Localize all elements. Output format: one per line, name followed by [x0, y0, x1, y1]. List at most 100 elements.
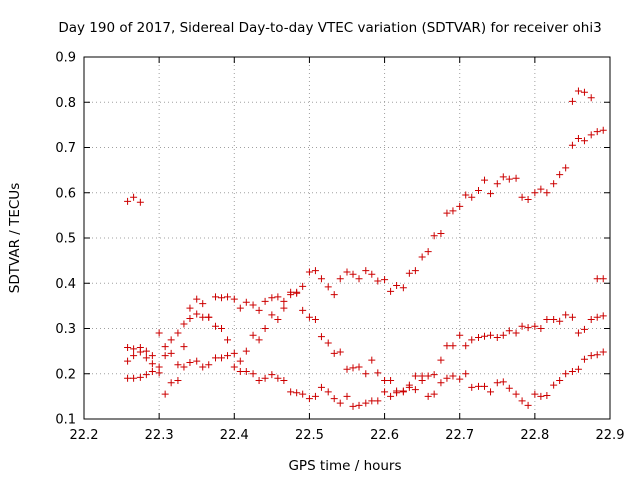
data-point — [130, 352, 138, 360]
series-satellite-c — [124, 288, 607, 396]
data-point — [124, 374, 132, 382]
data-point — [405, 269, 413, 277]
data-point — [255, 306, 263, 314]
data-point — [374, 369, 382, 377]
data-point — [212, 322, 219, 330]
data-point — [512, 329, 520, 337]
data-point — [174, 329, 182, 337]
data-point — [430, 390, 438, 398]
data-point — [167, 336, 175, 344]
data-point — [574, 134, 582, 142]
data-point — [268, 294, 276, 302]
series-satellite-a — [124, 193, 144, 206]
data-point — [524, 401, 532, 409]
data-point — [587, 94, 595, 102]
data-point — [155, 369, 163, 377]
data-point — [349, 364, 357, 372]
data-point — [305, 313, 313, 321]
data-point — [330, 291, 338, 299]
data-point — [505, 384, 513, 392]
data-point — [330, 395, 338, 403]
data-point — [518, 397, 526, 405]
data-point — [186, 304, 194, 312]
x-tick-label: 22.8 — [520, 428, 549, 443]
data-point — [124, 357, 132, 365]
data-point — [550, 381, 558, 389]
data-point — [368, 270, 376, 278]
data-point — [587, 315, 595, 323]
y-tick-label: 0.5 — [55, 232, 76, 247]
data-point — [487, 331, 495, 339]
data-point — [505, 175, 513, 183]
data-point — [456, 331, 464, 339]
data-point — [280, 377, 288, 385]
data-point — [343, 365, 351, 373]
data-point — [330, 349, 338, 357]
data-point — [568, 141, 576, 149]
data-point — [568, 313, 576, 321]
data-point — [148, 367, 156, 375]
data-point — [437, 379, 445, 387]
data-point — [255, 377, 263, 385]
data-point — [205, 361, 213, 369]
x-tick-labels: 22.2 22.3 22.4 22.5 22.6 22.7 22.8 22.9 — [70, 428, 625, 443]
data-point — [537, 325, 545, 332]
data-point — [249, 301, 257, 309]
data-point — [456, 375, 464, 383]
data-point — [587, 131, 595, 139]
y-tick-label: 0.9 — [55, 51, 76, 66]
data-point — [424, 392, 432, 400]
data-point — [287, 291, 295, 299]
data-point — [317, 383, 325, 391]
data-point — [449, 372, 457, 380]
data-point — [568, 97, 576, 105]
data-point — [562, 370, 570, 378]
data-point — [280, 304, 288, 312]
data-point — [599, 312, 607, 320]
data-point — [193, 357, 201, 365]
data-point — [468, 336, 476, 344]
data-point — [124, 197, 132, 205]
x-tick-label: 22.5 — [295, 428, 324, 443]
data-point — [180, 343, 188, 351]
x-tick-label: 22.7 — [445, 428, 474, 443]
data-point — [556, 317, 564, 325]
data-point — [280, 297, 288, 305]
data-point — [180, 320, 188, 328]
data-point — [317, 275, 325, 283]
data-point — [518, 322, 526, 330]
y-tick-labels: 0.1 0.2 0.3 0.4 0.5 0.6 0.7 0.8 0.9 — [55, 51, 76, 428]
data-point — [305, 268, 313, 276]
data-point — [161, 343, 169, 351]
data-point — [456, 202, 464, 210]
data-point — [556, 171, 564, 179]
data-point — [381, 377, 389, 385]
data-point — [218, 325, 226, 332]
data-point — [161, 352, 169, 360]
data-point — [580, 137, 588, 145]
data-point — [449, 207, 457, 215]
y-tick-label: 0.3 — [55, 322, 76, 337]
data-point — [311, 315, 319, 323]
data-point — [399, 284, 407, 292]
data-point — [242, 367, 250, 375]
series-satellite-b — [124, 126, 607, 368]
data-point — [305, 395, 313, 403]
data-point — [505, 327, 513, 335]
data-point — [411, 372, 419, 380]
data-point — [249, 331, 257, 339]
data-point — [543, 391, 551, 399]
data-point — [381, 276, 389, 284]
x-tick-label: 22.9 — [596, 428, 625, 443]
data-point — [167, 379, 175, 387]
data-point — [475, 382, 482, 390]
data-point — [593, 128, 601, 136]
data-point — [462, 191, 470, 199]
data-point — [562, 311, 570, 319]
data-point — [343, 392, 351, 400]
data-point — [155, 329, 163, 337]
data-point — [199, 313, 207, 321]
data-point — [599, 348, 607, 356]
series-satellite-e — [568, 87, 607, 283]
data-point — [299, 282, 307, 290]
